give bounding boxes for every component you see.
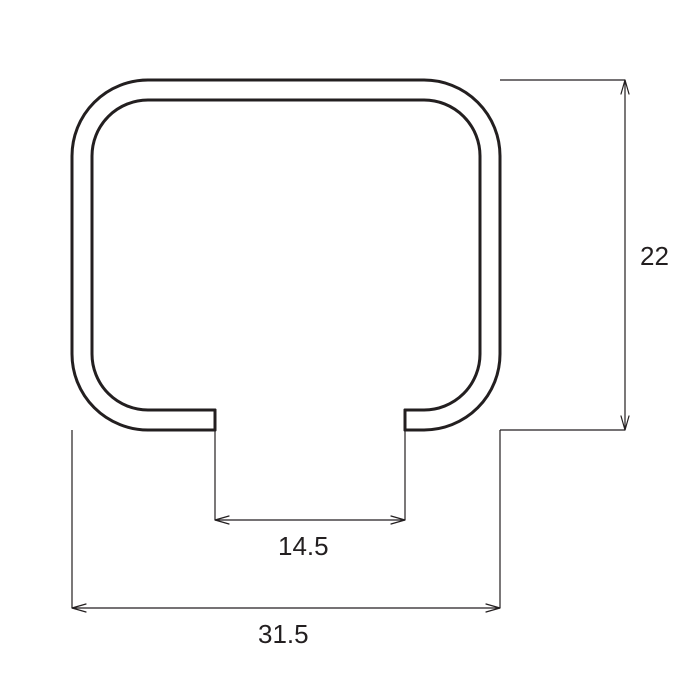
dim-height-value: 22 [640,241,669,271]
profile-dimension-drawing: 22 14.5 31.5 [0,0,700,700]
rail-profile [72,80,500,430]
dimension-lines [72,80,629,612]
dim-width-value: 31.5 [258,619,309,649]
dim-slot-value: 14.5 [278,531,329,561]
dimension-labels: 22 14.5 31.5 [258,241,669,649]
